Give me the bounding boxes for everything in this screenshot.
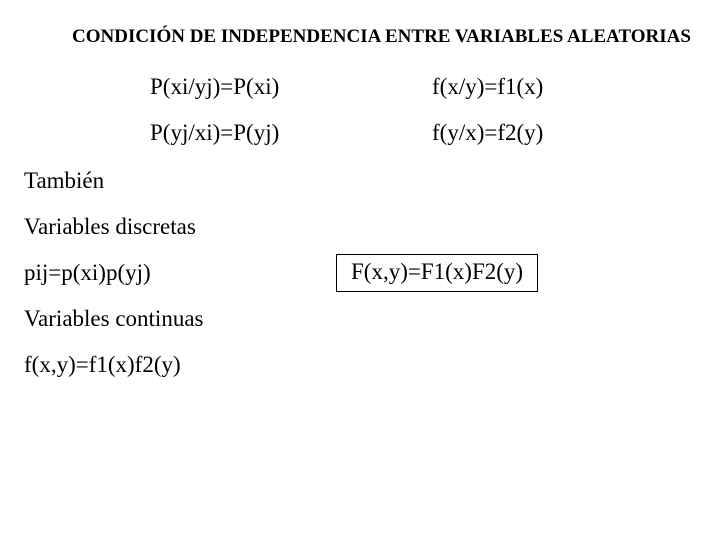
equation-pij: pij=p(xi)p(yj) (24, 260, 151, 286)
formula-row2-right: f(y/x)=f2(y) (432, 120, 543, 146)
equation-boxed: F(x,y)=F1(x)F2(y) (336, 254, 538, 292)
equation-fxy: f(x,y)=f1(x)f2(y) (24, 352, 181, 378)
formula-row1-right: f(x/y)=f1(x) (432, 74, 543, 100)
slide-title: CONDICIÓN DE INDEPENDENCIA ENTRE VARIABL… (72, 26, 691, 48)
formula-row2-left: P(yj/xi)=P(yj) (150, 120, 279, 146)
label-variables-discretas: Variables discretas (24, 214, 196, 240)
label-variables-continuas: Variables continuas (24, 306, 203, 332)
label-tambien: También (24, 168, 104, 194)
formula-row1-left: P(xi/yj)=P(xi) (150, 74, 279, 100)
